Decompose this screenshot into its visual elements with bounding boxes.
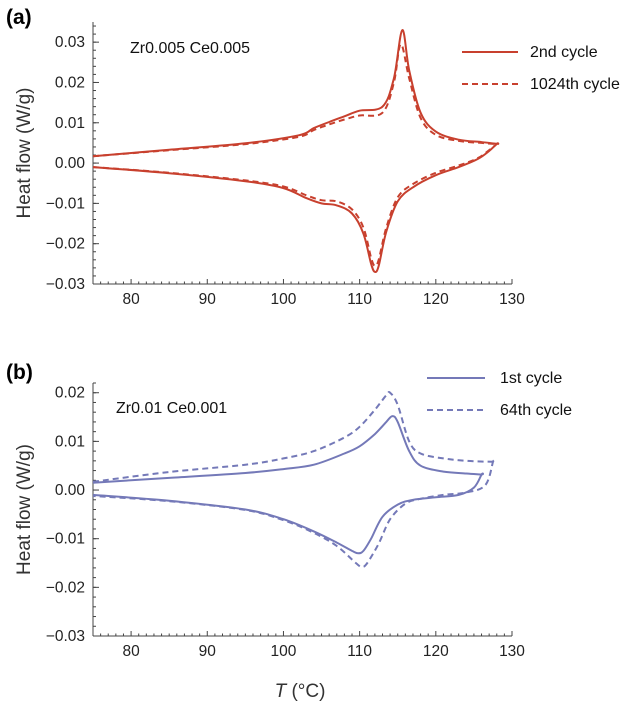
panel-label: (b): [6, 361, 33, 384]
y-axis-label: Heat flow (W/g): [14, 88, 35, 219]
composition-label: Zr0.01 Ce0.001: [116, 400, 227, 417]
x-tick-label: 90: [199, 643, 217, 660]
x-tick-label: 130: [499, 291, 525, 308]
y-axis-label: Heat flow (W/g): [14, 444, 35, 575]
x-tick-label: 80: [122, 643, 140, 660]
legend-label: 64th cycle: [500, 402, 572, 419]
composition-label: Zr0.005 Ce0.005: [130, 40, 250, 57]
legend-label: 1024th cycle: [530, 76, 620, 93]
y-tick-label: −0.03: [46, 276, 85, 293]
y-tick-label: 0.01: [55, 115, 85, 132]
y-tick-label: 0.00: [55, 482, 86, 499]
y-tick-label: −0.03: [46, 628, 85, 645]
series-line-1st-cycle: [92, 415, 484, 555]
x-tick-label: 120: [423, 643, 449, 660]
legend-label: 2nd cycle: [530, 44, 598, 61]
x-tick-label: 110: [347, 291, 372, 308]
x-tick-label: 120: [423, 291, 449, 308]
x-axis-label-unit: (°C): [286, 681, 325, 702]
legend-label: 1st cycle: [500, 370, 562, 387]
y-tick-label: −0.02: [46, 236, 85, 253]
x-tick-label: 80: [122, 291, 140, 308]
x-tick-label: 100: [271, 643, 297, 660]
panel-label: (a): [6, 6, 32, 29]
y-tick-label: 0.03: [55, 34, 85, 51]
x-tick-label: 110: [347, 643, 372, 660]
chart-panel-b: 80 90 100 110 120 130 0.02 0.01 0.00 −0.01 −0.02 −0…: [6, 361, 572, 660]
y-tick-label: −0.01: [46, 531, 85, 548]
x-tick-label: 90: [199, 291, 217, 308]
series-line-64th-cycle: [92, 391, 497, 568]
x-tick-label: 100: [271, 291, 297, 308]
series-line-1024th-cycle: [92, 43, 500, 267]
x-axis-label: T (°C): [275, 681, 326, 702]
y-tick-label: 0.01: [55, 433, 85, 450]
x-axis-label-symbol: T: [275, 681, 288, 702]
y-tick-label: 0.02: [55, 385, 85, 402]
chart-panel-a: 80 90 100 110 120 130 0.03 0.02 0.01 0.00 −0.01 −0.…: [6, 6, 620, 308]
y-tick-label: −0.02: [46, 579, 85, 596]
x-tick-label: 130: [499, 643, 525, 660]
y-tick-label: 0.00: [55, 155, 86, 172]
y-tick-label: 0.02: [55, 74, 85, 91]
y-tick-label: −0.01: [46, 195, 85, 212]
